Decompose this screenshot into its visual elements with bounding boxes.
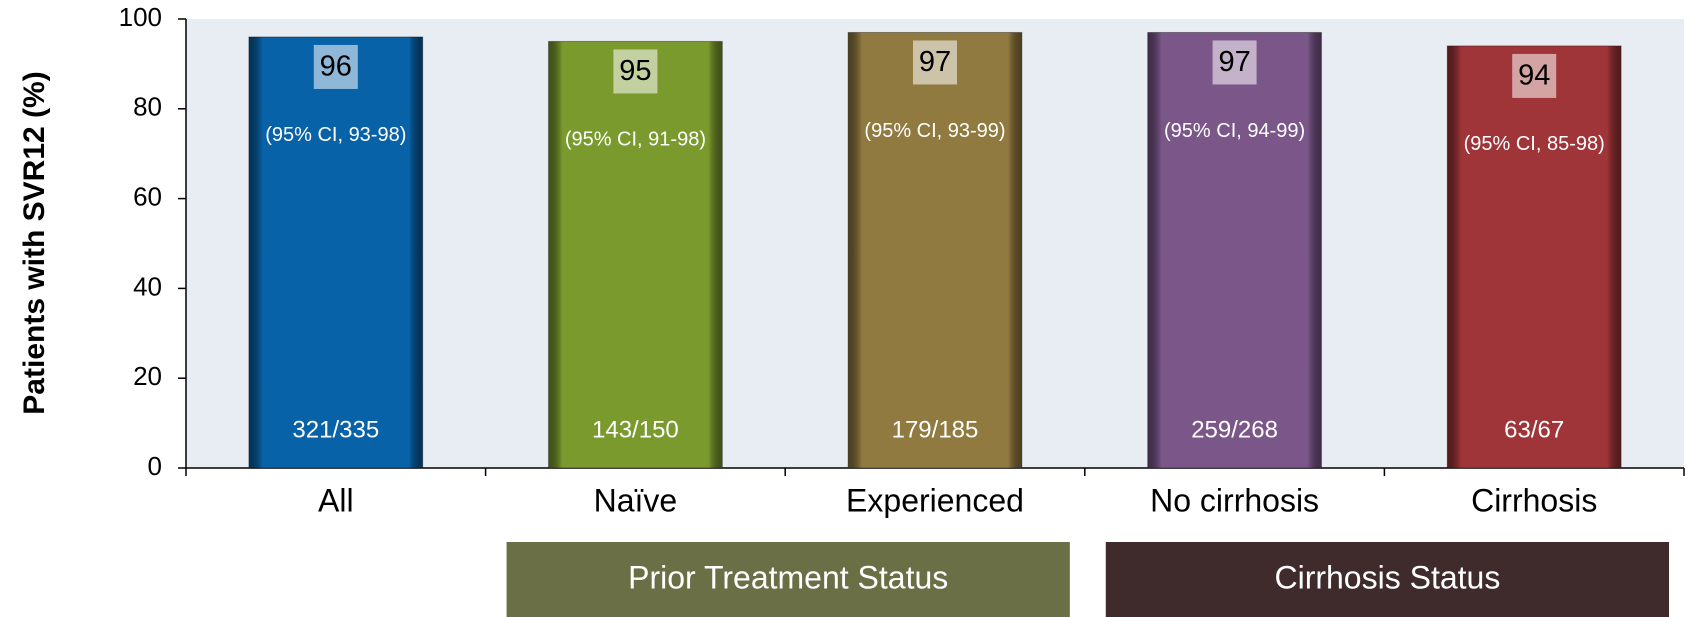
ci-label: (95% CI, 94-99) <box>1164 120 1305 142</box>
value-label-box <box>1212 40 1257 85</box>
x-tick-label: All <box>318 482 354 518</box>
value-label-box <box>613 49 658 94</box>
x-tick-label: Naïve <box>594 482 678 518</box>
group-box <box>1105 542 1670 617</box>
ci-label: (95% CI, 93-98) <box>265 124 406 146</box>
group-label: Prior Treatment Status <box>628 559 948 595</box>
bar <box>548 40 723 469</box>
y-axis-title: Patients with SVR12 (%) <box>18 71 51 414</box>
y-tick-label: 80 <box>133 92 162 122</box>
ci-label: (95% CI, 91-98) <box>565 129 706 151</box>
n-label: 143/150 <box>592 416 679 443</box>
y-tick-label: 0 <box>148 451 162 481</box>
ci-label: (95% CI, 85-98) <box>1464 133 1605 155</box>
ci-label: (95% CI, 93-99) <box>864 120 1005 142</box>
y-tick-label: 40 <box>133 271 162 301</box>
value-label: 97 <box>919 46 951 78</box>
value-label-box <box>913 40 957 85</box>
x-tick-label: Experienced <box>846 482 1024 518</box>
bar <box>1147 31 1322 469</box>
n-label: 259/268 <box>1191 416 1278 443</box>
y-tick-label: 20 <box>133 361 162 391</box>
bar <box>248 36 424 469</box>
x-tick-label: No cirrhosis <box>1150 482 1319 518</box>
x-tick-label: Cirrhosis <box>1471 482 1597 518</box>
value-label: 95 <box>619 55 651 87</box>
group-label: Cirrhosis Status <box>1274 559 1500 595</box>
value-label-box <box>1512 53 1557 98</box>
y-tick-label: 100 <box>119 2 162 32</box>
bar <box>847 31 1023 469</box>
value-label: 97 <box>1218 46 1250 78</box>
n-label: 63/67 <box>1504 416 1564 443</box>
group-box <box>506 542 1070 617</box>
y-tick-label: 60 <box>133 181 162 211</box>
value-label: 94 <box>1518 60 1550 92</box>
value-label: 96 <box>320 51 352 83</box>
value-label-box <box>313 44 358 89</box>
bar <box>1446 45 1622 469</box>
n-label: 179/185 <box>892 416 979 443</box>
n-label: 321/335 <box>292 416 379 443</box>
